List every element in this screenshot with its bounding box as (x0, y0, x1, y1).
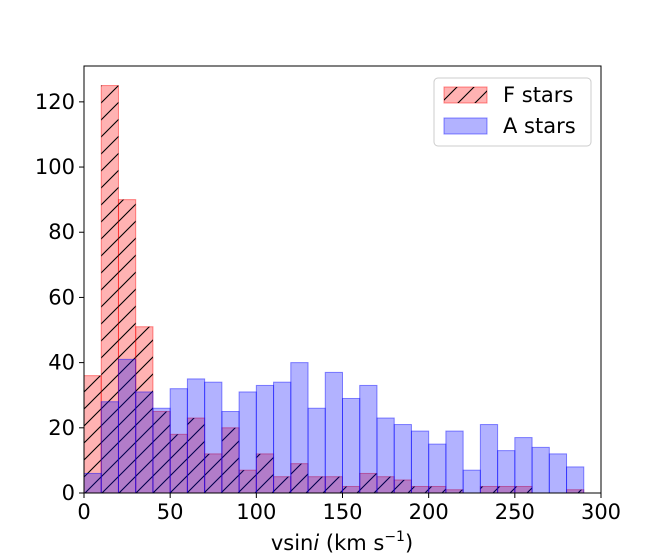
a-stars-bar (393, 424, 412, 494)
y-tick-label: 120 (35, 90, 75, 114)
x-tick-label: 150 (322, 500, 362, 524)
x-axis-ticks: 0 50 100 150 200 250 300 (77, 493, 621, 524)
a-stars-bar (100, 401, 119, 494)
a-stars-bar (428, 443, 447, 494)
a-stars-bar (307, 407, 326, 494)
a-stars-bar (479, 424, 499, 494)
f-stars-bars (83, 85, 585, 494)
a-stars-bar (376, 417, 395, 494)
f-stars-bar-hatch (187, 418, 205, 493)
a-stars-bar (497, 450, 516, 494)
x-tick-label: 200 (409, 500, 449, 524)
f-stars-bar-hatch (152, 411, 171, 493)
y-tick-label: 20 (48, 416, 75, 440)
a-stars-bar (135, 391, 154, 494)
f-stars-bar-hatch (135, 326, 153, 493)
f-stars-bar-hatch (256, 453, 274, 493)
f-stars-bar-hatch (84, 375, 102, 493)
y-tick-label: 100 (35, 155, 75, 179)
a-stars-bar (531, 446, 550, 494)
a-stars-bar (83, 472, 102, 494)
x-axis-label: vsini (km s−1) (271, 529, 413, 554)
a-stars-bar (238, 391, 257, 494)
f-stars-bar-hatch (411, 486, 429, 493)
legend-f-stars-hatch (444, 87, 487, 103)
x-tick-label: 50 (157, 500, 184, 524)
a-stars-bar (514, 437, 533, 494)
f-stars-bar-hatch (325, 476, 343, 493)
a-stars-bar (186, 378, 206, 494)
x-tick-label: 0 (77, 500, 90, 524)
a-stars-bar (273, 381, 292, 494)
f-stars-bar-hatch (273, 476, 291, 493)
y-tick-label: 80 (48, 220, 75, 244)
legend: F stars A stars (433, 77, 592, 147)
f-stars-bar-hatch (480, 486, 498, 493)
f-stars-bar-hatch (101, 85, 119, 493)
a-stars-bar (221, 411, 240, 494)
f-stars-bar-hatch (394, 479, 412, 493)
a-stars-bar (359, 384, 378, 494)
a-stars-bar (342, 397, 361, 494)
a-stars-bar (462, 469, 481, 494)
f-stars-bar-hatch (308, 476, 326, 493)
f-stars-bar-hatch (204, 453, 222, 493)
f-stars-bar-hatch (445, 489, 464, 493)
y-tick-label: 60 (48, 285, 75, 309)
a-stars-bar (152, 407, 171, 494)
y-tick-label: 0 (62, 481, 75, 505)
a-stars-bar (410, 430, 430, 494)
a-stars-bar (204, 381, 223, 494)
a-stars-bar (255, 384, 275, 494)
a-stars-bar (324, 371, 343, 494)
a-stars-bar (548, 453, 568, 494)
x-tick-label: 100 (236, 500, 276, 524)
y-tick-label: 40 (48, 351, 75, 375)
a-stars-bar (445, 430, 464, 494)
x-tick-label: 300 (581, 500, 621, 524)
f-stars-bar-hatch (359, 473, 377, 493)
f-stars-bar-hatch (514, 486, 533, 493)
a-stars-bar (117, 358, 137, 494)
f-stars-bar-hatch (342, 486, 360, 493)
a-stars-bars (83, 358, 585, 494)
a-stars-bar (169, 388, 188, 494)
legend-f-stars-label: F stars (503, 83, 573, 107)
y-axis-ticks: 0 20 40 60 80 100 120 (35, 90, 84, 505)
f-stars-bar-hatch (566, 489, 584, 493)
legend-a-stars-label: A stars (503, 114, 576, 138)
a-stars-bar (566, 466, 585, 494)
f-stars-bar-hatch (290, 463, 309, 493)
f-stars-bar-hatch (239, 470, 257, 493)
f-stars-bar-hatch (170, 434, 188, 493)
legend-a-stars-swatch (443, 117, 488, 135)
a-stars-bar (290, 362, 309, 494)
f-stars-bar-hatch (118, 199, 136, 493)
f-stars-bar-hatch (497, 486, 515, 493)
f-stars-bar-hatch (428, 486, 446, 493)
x-tick-label: 250 (495, 500, 535, 524)
f-stars-bar-hatch (221, 427, 240, 493)
f-stars-bar-hatch (376, 476, 395, 493)
